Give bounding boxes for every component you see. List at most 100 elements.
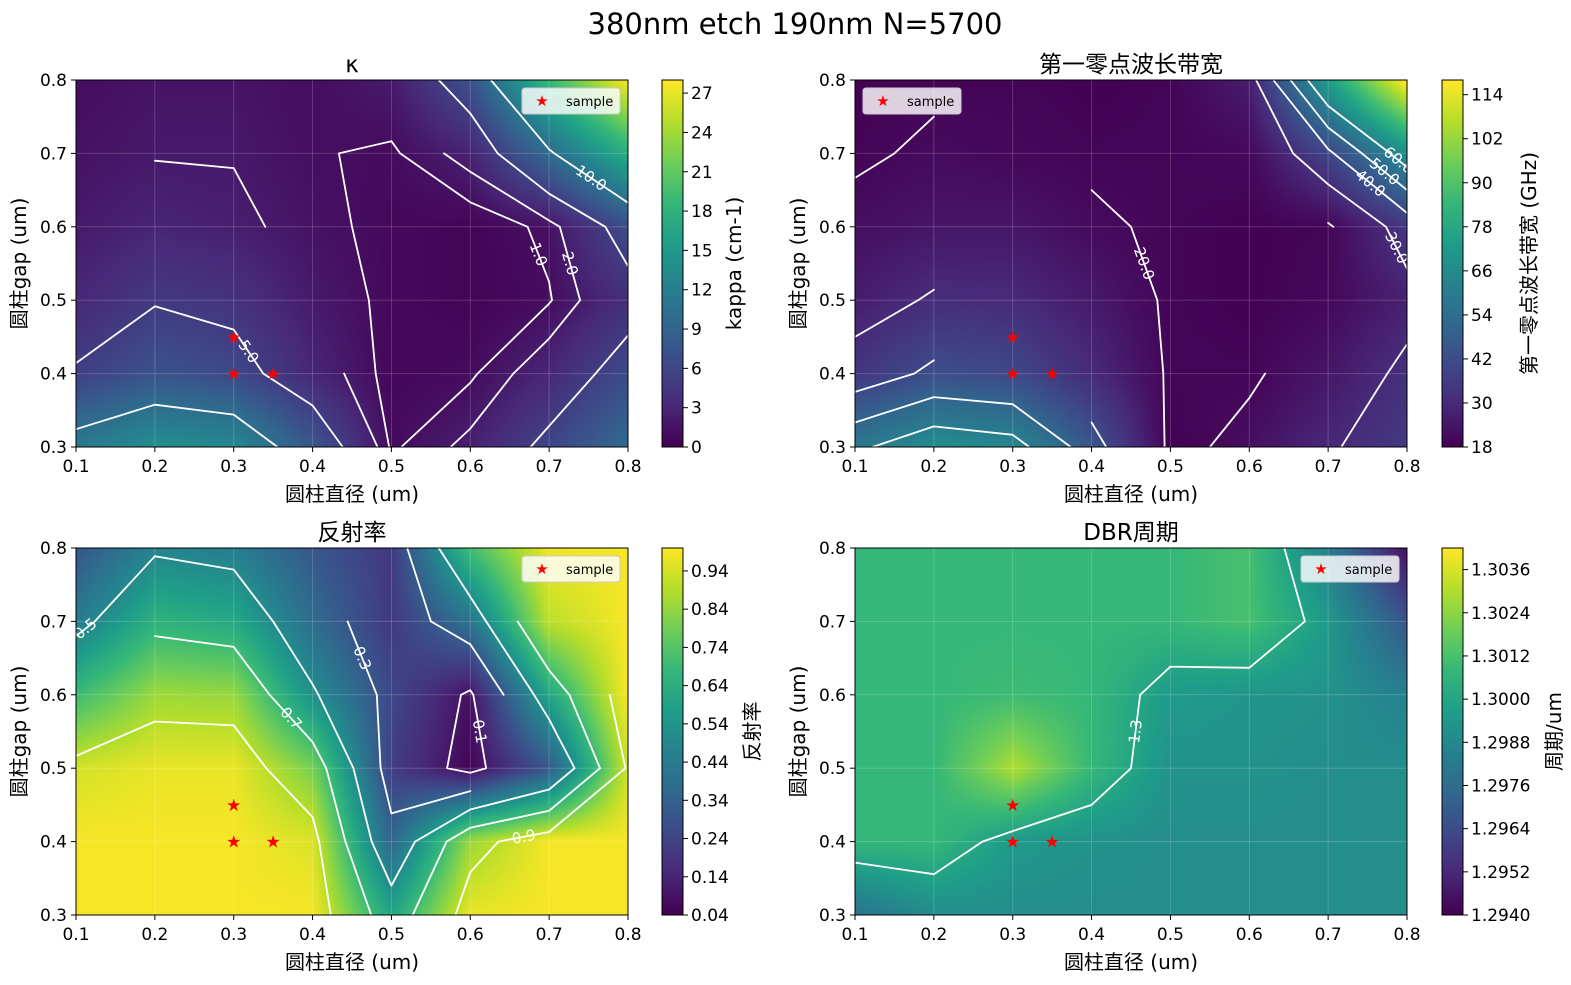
y-tick-label: 0.7 (40, 612, 67, 632)
contour-line-0.7 (154, 620, 601, 916)
period-xlabel: 圆柱直径 (um) (1064, 950, 1198, 974)
y-tick-label: 0.7 (819, 144, 846, 164)
colorbar-frame (661, 547, 684, 916)
reflectivity-xlabel: 圆柱直径 (um) (285, 950, 419, 974)
contour-label: 0.9 (510, 826, 537, 848)
legend-label: sample (1345, 563, 1392, 578)
kappa-xlabel: 圆柱直径 (um) (285, 482, 419, 506)
colorbar-label: 第一零点波长带宽 (GHz) (1517, 152, 1541, 375)
kappa-title: κ (345, 52, 359, 78)
colorbar-tick-label: 1.3000 (1471, 690, 1530, 710)
contour-line-30.0 (854, 79, 1408, 448)
contour-line-0.5 (75, 547, 576, 887)
colorbar-frame (1441, 547, 1464, 916)
sample-marker: ★ (1005, 365, 1020, 385)
colorbar-tick-label: 1.2940 (1471, 906, 1530, 926)
colorbar-tick-label: 30 (1471, 394, 1493, 414)
colorbar-label: kappa (cm-1) (722, 197, 746, 331)
x-tick-label: 0.1 (62, 457, 89, 477)
y-tick-label: 0.3 (819, 906, 846, 926)
contour-line-20.0 (854, 115, 1335, 448)
x-tick-label: 0.1 (62, 925, 89, 945)
colorbar-tick-label: 0.94 (691, 562, 729, 582)
y-tick-label: 0.6 (819, 218, 846, 238)
subplot-bandwidth: 20.0 30.040.050.060.0★★ ★0.1 0.2 0.3 0.4 0.5 0.… (786, 52, 1541, 506)
x-tick-label: 0.2 (141, 457, 168, 477)
x-tick-label: 0.7 (1315, 925, 1342, 945)
x-tick-label: 0.3 (220, 457, 247, 477)
bandwidth-grid (855, 80, 1407, 447)
contour-label: 0.1 (469, 718, 491, 745)
colorbar-tick-label: 1.2988 (1471, 733, 1530, 753)
y-tick-label: 0.3 (40, 438, 67, 458)
kappa-heatmap (76, 80, 628, 447)
x-tick-label: 0.4 (299, 925, 326, 945)
colorbar-tick-label: 3 (691, 399, 702, 419)
y-tick-label: 0.3 (819, 438, 846, 458)
x-tick-label: 0.2 (920, 457, 947, 477)
contour-line-0.3 (346, 547, 505, 815)
colorbar-gradient (662, 80, 683, 447)
x-tick-label: 0.7 (536, 925, 563, 945)
colorbar-tick-label: 12 (691, 281, 713, 301)
x-tick-label: 0.5 (378, 925, 405, 945)
colorbar-tick-label: 1.2964 (1471, 820, 1530, 840)
colorbar-tick-label: 27 (691, 84, 713, 104)
reflectivity-legend: ★ sample (521, 555, 621, 583)
y-tick-label: 0.6 (40, 686, 67, 706)
colorbar-tick-label: 0.04 (691, 906, 729, 926)
colorbar-tick-label: 1.3012 (1471, 647, 1530, 667)
y-tick-label: 0.8 (819, 539, 846, 559)
contour-label: 2.0 (558, 250, 582, 278)
sample-marker: ★ (226, 365, 241, 385)
sample-marker: ★ (1005, 796, 1020, 816)
x-tick-label: 0.6 (1236, 925, 1263, 945)
colorbar-gradient (662, 548, 683, 915)
reflectivity-axes-frame (75, 547, 629, 916)
legend-box (521, 87, 621, 115)
y-tick-label: 0.8 (819, 71, 846, 91)
subplot-reflectivity: 0.10.30.50.70.9★★ ★0.1 0.2 0.3 0.4 0.5 0.6 0.7 0… (7, 520, 764, 974)
y-tick-label: 0.5 (819, 759, 846, 779)
period-legend: ★ sample (1300, 555, 1400, 583)
x-tick-label: 0.4 (1078, 457, 1105, 477)
legend-label: sample (566, 563, 613, 578)
contour-line-40.0 (854, 79, 1408, 448)
colorbar-tick-label: 0.44 (691, 753, 729, 773)
period-grid (855, 548, 1407, 915)
y-tick-label: 0.4 (819, 833, 846, 853)
colorbar-label: 周期/um (1542, 692, 1566, 771)
contour-line-2.0 (154, 152, 581, 448)
colorbar-tick-label: 18 (1471, 438, 1493, 458)
x-tick-label: 0.6 (1236, 457, 1263, 477)
contour-label: 1.3 (1125, 719, 1146, 745)
legend-marker: ★ (535, 92, 548, 110)
contour-line-1.3 (854, 547, 1306, 876)
bandwidth-xlabel: 圆柱直径 (um) (1064, 482, 1198, 506)
colorbar-tick-label: 1.3036 (1471, 561, 1530, 581)
colorbar-tick-label: 90 (1471, 174, 1493, 194)
colorbar-tick-label: 0.24 (691, 830, 729, 850)
colorbar-tick-label: 1.2976 (1471, 776, 1530, 796)
colorbar-gradient (1442, 548, 1463, 915)
colorbar-tick-label: 6 (691, 359, 702, 379)
colorbar-tick-label: 66 (1471, 262, 1493, 282)
contour-line-60.0 (871, 79, 1408, 448)
sample-marker: ★ (226, 328, 241, 348)
legend-box (521, 555, 621, 583)
colorbar-tick-label: 0.54 (691, 715, 729, 735)
bandwidth-axes-frame (854, 79, 1408, 448)
y-tick-label: 0.3 (40, 906, 67, 926)
kappa-colorbar: 0 3 6 9 12 15 18 21 24 27 kappa (cm-1) (661, 79, 746, 458)
x-tick-label: 0.2 (141, 925, 168, 945)
x-tick-label: 0.3 (999, 925, 1026, 945)
bandwidth-heatmap (855, 80, 1407, 447)
contour-line-50.0 (854, 79, 1408, 448)
subplot-period: 1.3 ★ ★ ★ 0.1 0.2 0.3 0.4 0.5 0.6 0.7 0.8 0.3 0.4 0.5 0… (786, 520, 1566, 974)
sample-marker: ★ (1005, 328, 1020, 348)
x-tick-label: 0.7 (1315, 457, 1342, 477)
y-tick-label: 0.7 (40, 144, 67, 164)
contour-line-1.0 (338, 140, 553, 448)
reflectivity-title: 反射率 (318, 520, 387, 546)
